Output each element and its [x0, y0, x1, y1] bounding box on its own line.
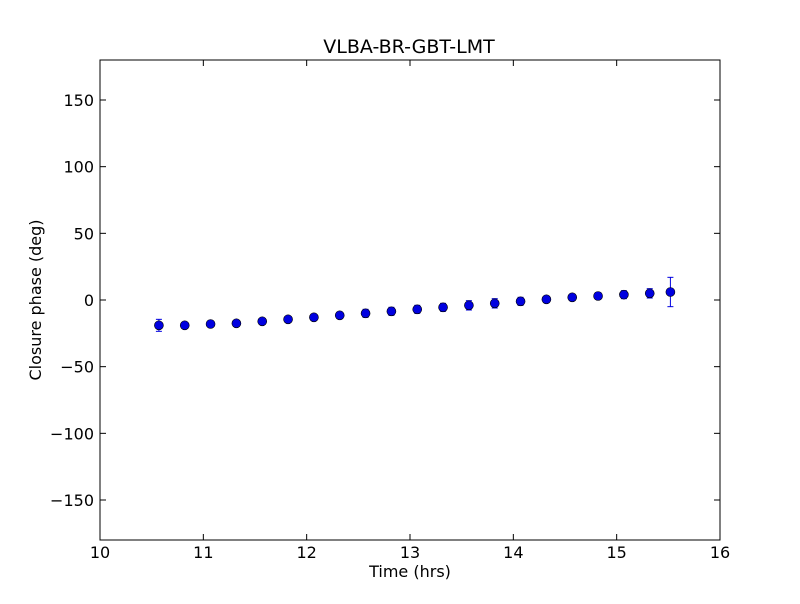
y-tick-label: −100 — [50, 424, 94, 443]
x-tick-label: 16 — [710, 543, 730, 562]
data-point — [360, 308, 371, 319]
data-point — [438, 302, 448, 313]
y-tick-label: −150 — [50, 491, 94, 510]
y-tick-label: 150 — [63, 91, 94, 110]
x-tick-label: 11 — [193, 543, 213, 562]
data-point — [334, 310, 345, 321]
x-tick-label: 10 — [90, 543, 110, 562]
data-point — [515, 296, 526, 307]
x-tick-label: 13 — [400, 543, 420, 562]
data-point — [464, 300, 474, 311]
plot-frame — [99, 59, 721, 541]
data-point — [567, 292, 578, 303]
data-point — [309, 312, 319, 323]
data-point — [179, 320, 190, 331]
data-point — [231, 318, 242, 329]
x-tick-label: 14 — [503, 543, 523, 562]
data-point — [644, 288, 655, 299]
data-point — [154, 320, 164, 331]
data-point — [257, 316, 268, 327]
data-point — [665, 287, 676, 297]
axes-ticks: 10 11 12 13 14 15 16 −150 −100 −50 0 50 100 150 — [50, 60, 730, 562]
x-tick-label: 12 — [296, 543, 316, 562]
data-point — [386, 306, 397, 317]
data-point — [619, 289, 629, 300]
x-axis-label: Time (hrs) — [368, 562, 451, 581]
data-point — [489, 298, 500, 309]
chart-title: VLBA-BR-GBT-LMT — [323, 36, 495, 58]
data-point — [205, 319, 216, 329]
x-tick-label: 15 — [606, 543, 626, 562]
plot-area — [154, 276, 676, 332]
data-point — [593, 291, 603, 301]
y-tick-label: 50 — [74, 224, 94, 243]
y-axis-label: Closure phase (deg) — [26, 219, 45, 380]
data-point — [412, 304, 423, 315]
y-tick-label: 100 — [63, 158, 94, 177]
data-point — [541, 294, 552, 305]
y-tick-label: −50 — [60, 358, 94, 377]
data-point — [283, 314, 293, 325]
y-tick-label: 0 — [84, 291, 94, 310]
